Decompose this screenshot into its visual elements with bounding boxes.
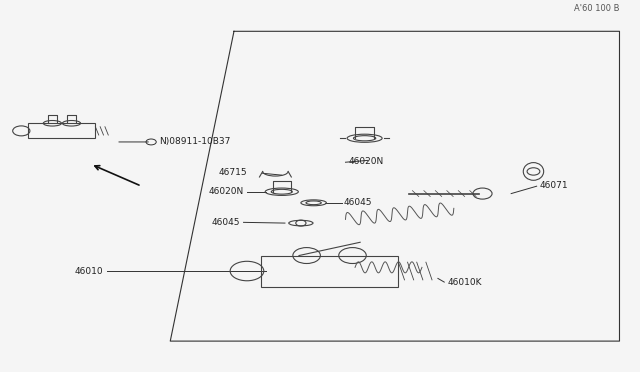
Text: N)08911-10B37: N)08911-10B37 [159, 137, 230, 147]
Text: 46045: 46045 [344, 198, 372, 207]
Text: 46715: 46715 [218, 168, 246, 177]
Text: 46045: 46045 [212, 218, 241, 227]
Text: 46020N: 46020N [349, 157, 384, 166]
Text: 46020N: 46020N [208, 187, 244, 196]
Text: 46010K: 46010K [447, 278, 482, 287]
Text: 46010: 46010 [75, 266, 103, 276]
Text: 46071: 46071 [540, 181, 568, 190]
Text: A'60 100 B: A'60 100 B [574, 4, 620, 13]
